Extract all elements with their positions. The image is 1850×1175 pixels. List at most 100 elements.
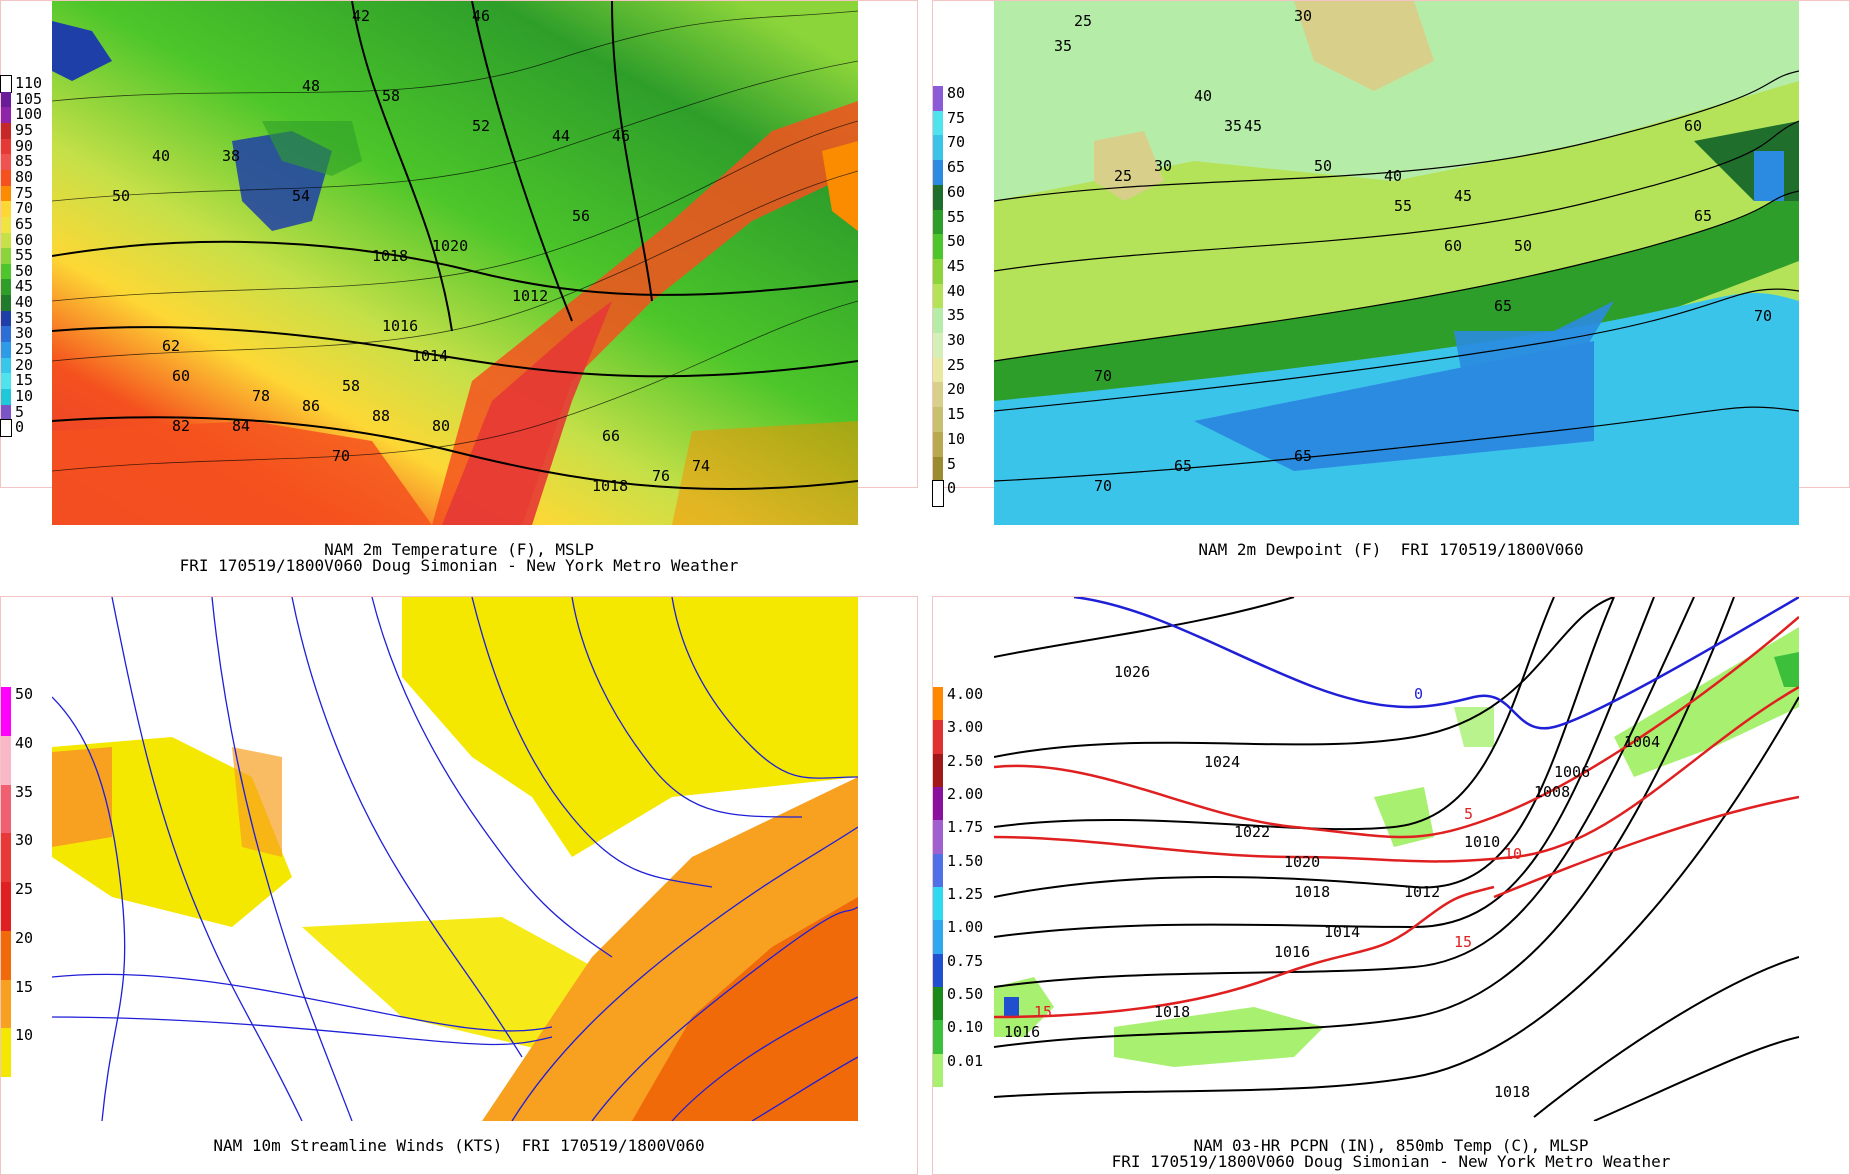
isobar-label: 1014: [1324, 923, 1360, 941]
streamline-legend: 50 40 35 30 25 20 15 10: [1, 687, 61, 1077]
dewpoint-map: 25 30 35 40 45 50 55 60 65 70 25 30 35 40 45 50 60 65 70 65…: [994, 1, 1799, 525]
legend-label: 80: [947, 84, 966, 102]
legend-swatch: [933, 720, 943, 754]
isobar-label: 1018: [1294, 883, 1330, 901]
legend-label: 0.01: [947, 1051, 984, 1070]
contour-label: 65: [1174, 457, 1192, 475]
legend-label: 30: [15, 831, 34, 850]
legend-swatch: [1, 882, 11, 931]
precip-panel: 4.00 3.00 2.50 2.00 1.75 1.50 1.25 1.00 0.75 0.50…: [932, 596, 1850, 1175]
precip-title-line2: FRI 170519/1800V060 Doug Simonian - New …: [1111, 1152, 1671, 1171]
legend-swatch: [1, 154, 11, 170]
legend-swatch: [933, 209, 943, 235]
legend-label: 25: [15, 340, 34, 359]
contour-label: 50: [112, 187, 130, 205]
contour-label: 58: [382, 87, 400, 105]
contour-label: 42: [352, 7, 370, 25]
legend-swatch: [1, 326, 11, 343]
legend-label: 70: [947, 133, 966, 152]
contour-label: 70: [1094, 367, 1112, 385]
legend-label: 75: [15, 183, 34, 202]
contour-label: 70: [1754, 307, 1772, 325]
legend-label: 80: [15, 167, 34, 186]
legend-swatch: [933, 308, 943, 334]
legend-label: 0: [15, 418, 25, 437]
legend-label: 20: [947, 380, 966, 399]
legend-label: 65: [947, 158, 966, 177]
legend-swatch: [933, 456, 943, 482]
legend-label: 20: [15, 928, 34, 947]
isotherm-label: 5: [1464, 805, 1473, 823]
legend-swatch: [0, 75, 12, 93]
legend-label: 105: [15, 89, 43, 108]
contour-label: 25: [1114, 167, 1132, 185]
legend-swatch: [933, 135, 943, 161]
legend-label: 1.75: [947, 818, 984, 837]
isobar-label: 1006: [1554, 763, 1590, 781]
legend-label: 85: [15, 152, 34, 171]
contour-label: 1018: [372, 247, 408, 265]
isobar-label: 1020: [1284, 853, 1320, 871]
contour-label: 1012: [512, 287, 548, 305]
contour-label: 30: [1294, 7, 1312, 25]
isobar-label: 1016: [1004, 1023, 1040, 1041]
isobar-label: 1004: [1624, 733, 1660, 751]
isobar-label: 1024: [1204, 753, 1240, 771]
dewpoint-legend: 80 75 70 65 60 55 50 45 40 35 30 25 20 15 10 5 0: [932, 84, 993, 507]
contour-label: 35: [1054, 37, 1072, 55]
legend-swatch: [1, 169, 11, 186]
legend-label: 2.00: [947, 785, 984, 803]
temperature-title-line1: NAM 2m Temperature (F), MSLP: [324, 540, 594, 559]
legend-label: 60: [947, 182, 966, 201]
legend-label: 10: [15, 387, 34, 406]
legend-swatch: [933, 687, 943, 721]
legend-swatch: [933, 820, 943, 854]
contour-label: 84: [232, 417, 250, 435]
legend-swatch: [933, 787, 943, 821]
contour-label: 40: [1194, 87, 1212, 105]
contour-label: 46: [612, 127, 630, 145]
contour-label: 50: [1514, 237, 1532, 255]
contour-label: 58: [342, 377, 360, 395]
precip-title-line1: NAM 03-HR PCPN (IN), 850mb Temp (C), MLS…: [1193, 1136, 1589, 1155]
legend-label: 4.00: [947, 685, 984, 703]
legend-swatch: [1, 979, 11, 1029]
contour-label: 65: [1294, 447, 1312, 465]
legend-label: 45: [947, 256, 966, 275]
legend-swatch: [1, 784, 11, 834]
contour-label: 62: [162, 337, 180, 355]
legend-swatch: [1, 389, 11, 405]
legend-swatch: [933, 234, 943, 259]
isotherm-label: 0: [1414, 685, 1423, 703]
contour-label: 66: [602, 427, 620, 445]
legend-label: 50: [947, 232, 966, 251]
legend-swatch: [933, 184, 943, 210]
legend-swatch: [1, 687, 11, 736]
streamline-map: [52, 597, 858, 1121]
contour-label: 82: [172, 417, 190, 435]
isobar-label: 1018: [1154, 1003, 1190, 1021]
legend-swatch: [1, 833, 11, 882]
legend-label: 2.50: [947, 751, 984, 770]
contour-label: 60: [1684, 117, 1702, 135]
legend-label: 25: [15, 880, 34, 898]
legend-label: 15: [947, 405, 966, 424]
legend-swatch: [933, 1053, 943, 1087]
legend-swatch: [933, 160, 943, 185]
legend-label: 25: [947, 355, 966, 374]
legend-swatch: [1, 138, 11, 155]
contour-label: 86: [302, 397, 320, 415]
contour-label: 48: [302, 77, 320, 95]
legend-swatch: [932, 480, 944, 507]
precip-map: 1026 1024 1022 1020 1018 1016 1014 1012 1010 1008…: [994, 597, 1799, 1121]
legend-swatch: [1, 185, 11, 202]
legend-label: 1.50: [947, 851, 984, 870]
legend-label: 45: [15, 277, 34, 296]
contour-label: 60: [172, 367, 190, 385]
isobar-label: 1012: [1404, 883, 1440, 901]
legend-label: 1.00: [947, 918, 984, 937]
contour-label: 1020: [432, 237, 468, 255]
legend-label: 1.25: [947, 885, 984, 903]
legend-label: 0: [947, 479, 957, 498]
contour-label: 88: [372, 407, 390, 425]
